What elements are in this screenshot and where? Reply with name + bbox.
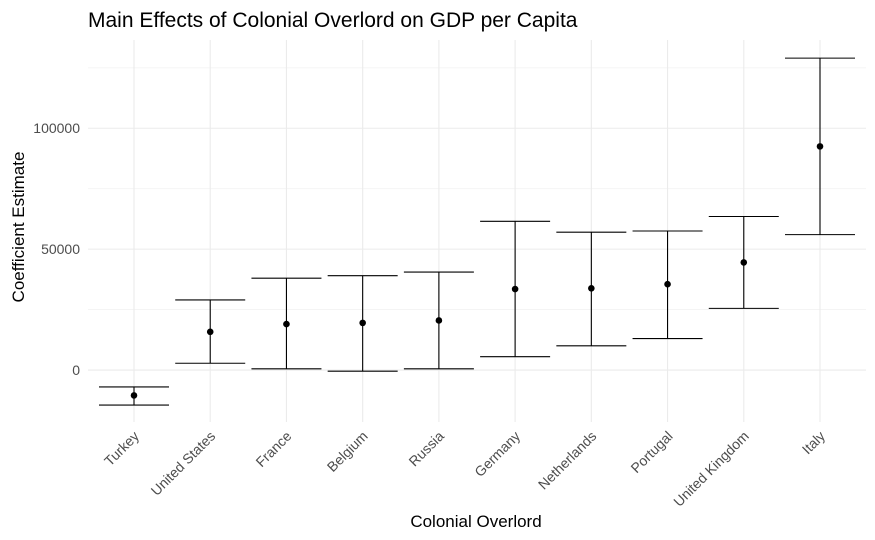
chart-title: Main Effects of Colonial Overlord on GDP… (88, 9, 578, 32)
point-italy (816, 143, 824, 150)
x-axis-title: Colonial Overlord (410, 512, 541, 531)
y-tick-label: 100000 (33, 120, 80, 136)
x-tick-label: Italy (799, 428, 828, 457)
x-tick-label: Netherlands (535, 428, 600, 493)
x-tick-labels: Turkey United States France Belgium Russia Ge… (101, 428, 828, 510)
point-russia (435, 317, 443, 324)
x-tick-label: France (252, 428, 294, 470)
grid-layer (88, 40, 866, 422)
x-tick-label: Portugal (627, 428, 675, 476)
points-layer (130, 143, 824, 399)
point-united-states (206, 328, 214, 336)
x-tick-label: Belgium (324, 428, 371, 475)
y-axis-title: Coefficient Estimate (9, 152, 28, 303)
x-tick-label: Russia (405, 428, 447, 470)
point-netherlands (588, 285, 595, 292)
point-germany (511, 285, 519, 293)
x-tick-label: United States (148, 428, 219, 499)
x-tick-label: United Kingdom (670, 428, 752, 510)
errorbars-layer (99, 57, 855, 406)
point-france (283, 320, 290, 328)
point-portugal (664, 280, 671, 288)
point-turkey (130, 392, 138, 399)
point-belgium (359, 319, 366, 327)
point-united-kingdom (740, 259, 748, 266)
x-tick-label: Germany (471, 428, 523, 480)
y-tick-label: 50000 (41, 241, 80, 257)
x-tick-label: Turkey (101, 428, 142, 469)
y-tick-labels: 0 50000 100000 (33, 120, 80, 378)
y-tick-label: 0 (72, 362, 80, 378)
